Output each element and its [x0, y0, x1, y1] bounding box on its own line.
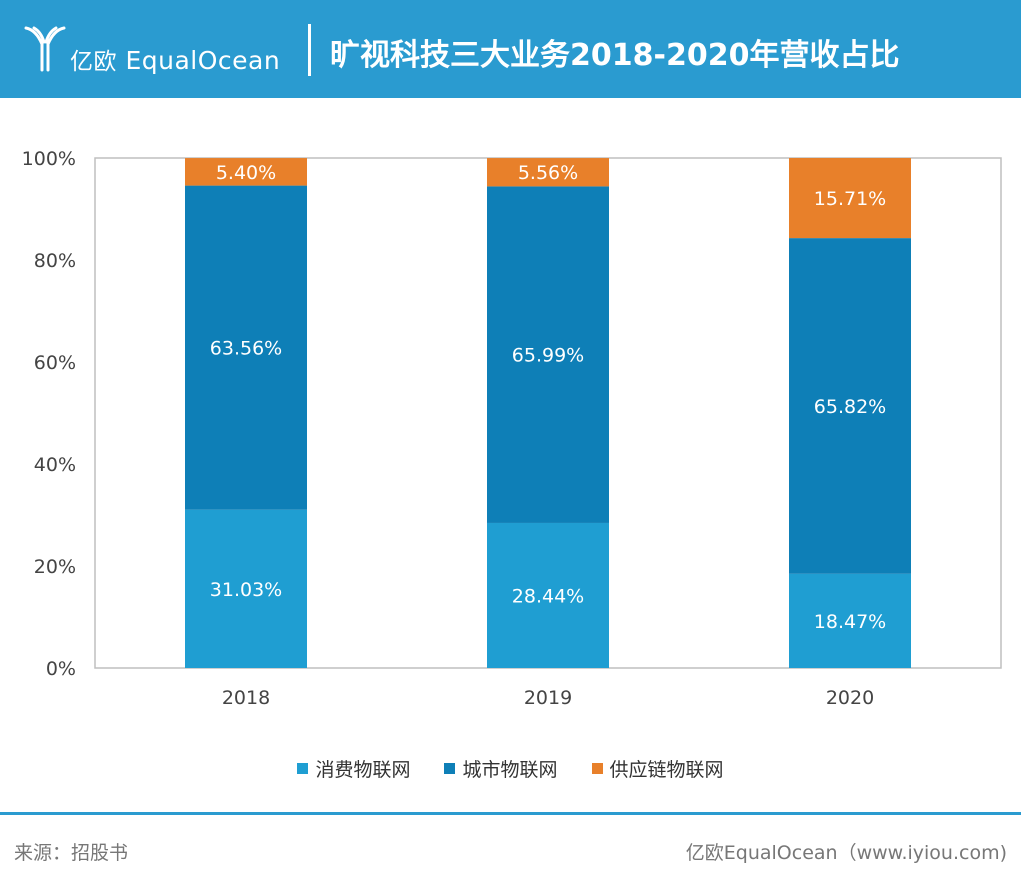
bar-segment	[789, 238, 911, 574]
x-tick-label: 2019	[524, 687, 572, 709]
footer-brand: 亿欧EqualOcean（www.iyiou.com)	[685, 842, 1007, 864]
chart-legend: 消费物联网 城市物联网 供应链物联网	[0, 755, 1021, 782]
legend-item: 供应链物联网	[591, 755, 724, 782]
bar-segment	[789, 158, 911, 239]
logo-text: 亿欧 EqualOcean	[70, 42, 280, 76]
logo-en: EqualOcean	[125, 46, 281, 75]
data-label: 5.40%	[216, 162, 276, 184]
data-label: 31.03%	[210, 579, 282, 601]
y-tick-label: 0%	[46, 658, 76, 680]
data-label: 65.82%	[814, 396, 886, 418]
data-label: 5.56%	[518, 162, 578, 184]
bar-segment	[487, 186, 609, 523]
bar-segment	[487, 158, 609, 187]
legend-label: 消费物联网	[315, 759, 411, 781]
x-tick-label: 2020	[826, 687, 874, 709]
data-label: 65.99%	[512, 345, 584, 367]
footer-source: 来源：招股书	[14, 842, 129, 864]
bar-segment	[487, 522, 609, 668]
footer-divider	[0, 812, 1021, 815]
legend-swatch	[591, 763, 603, 774]
data-label: 15.71%	[814, 188, 886, 210]
y-tick-label: 60%	[34, 352, 76, 374]
header-divider	[308, 24, 311, 76]
data-label: 28.44%	[512, 585, 584, 607]
y-tick-label: 20%	[34, 556, 76, 578]
page-title: 旷视科技三大业务2018-2020年营收占比	[330, 38, 900, 73]
legend-swatch	[444, 763, 456, 774]
stacked-bar-chart: 0% 20% 40% 60% 80% 100% 31.03% 63.56% 5.40% 2018 2…	[22, 148, 1002, 709]
x-tick-label: 2018	[222, 687, 270, 709]
y-tick-label: 80%	[34, 250, 76, 272]
bar-segment	[789, 573, 911, 668]
legend-label: 供应链物联网	[609, 759, 724, 781]
logo-cn: 亿欧	[70, 49, 117, 75]
y-tick-label: 40%	[34, 454, 76, 476]
data-label: 63.56%	[210, 338, 282, 360]
bar-segment	[185, 185, 307, 510]
legend-swatch	[297, 763, 309, 774]
legend-label: 城市物联网	[462, 759, 558, 781]
header-banner: 亿欧 EqualOcean 旷视科技三大业务2018-2020年营收占比	[0, 0, 1021, 98]
y-tick-label: 100%	[22, 148, 76, 170]
legend-item: 消费物联网	[297, 755, 410, 782]
bar-segment	[185, 509, 307, 668]
legend-item: 城市物联网	[444, 755, 558, 782]
equalocean-logo-icon	[24, 26, 66, 72]
data-label: 18.47%	[814, 611, 886, 633]
bar-segment	[185, 158, 307, 186]
